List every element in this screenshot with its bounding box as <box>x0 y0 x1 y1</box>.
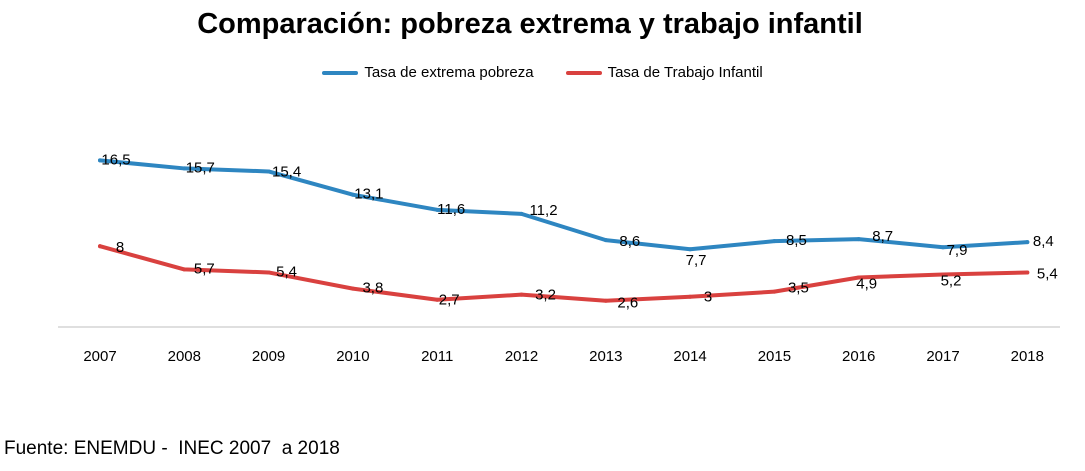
x-tick-label: 2013 <box>589 348 622 365</box>
data-label: 2,6 <box>617 295 638 312</box>
data-label: 4,9 <box>856 276 877 293</box>
data-label: 7,9 <box>947 242 968 259</box>
data-label: 8,5 <box>786 232 807 249</box>
x-tick-label: 2016 <box>842 348 875 365</box>
data-label: 3 <box>704 289 712 306</box>
source-note: Fuente: ENEMDU - INEC 2007 a 2018 <box>4 438 340 459</box>
data-point <box>519 211 524 216</box>
data-point <box>350 286 355 291</box>
legend-label: Tasa de extrema pobreza <box>364 64 534 81</box>
x-tick-label: 2011 <box>421 348 453 365</box>
data-point <box>856 275 861 280</box>
legend-swatch-red <box>565 70 602 75</box>
data-label: 15,7 <box>186 159 215 176</box>
legend-item-trabajo-infantil: Tasa de Trabajo Infantil <box>565 64 763 81</box>
x-tick-label: 2008 <box>168 348 201 365</box>
data-point <box>772 289 777 294</box>
data-point <box>856 237 861 242</box>
x-tick-label: 2007 <box>83 348 116 365</box>
legend-label: Tasa de Trabajo Infantil <box>607 64 763 81</box>
x-tick-label: 2012 <box>505 348 538 365</box>
data-point <box>98 158 102 163</box>
data-point <box>1025 240 1030 245</box>
legend-swatch-blue <box>322 70 359 75</box>
data-label: 11,6 <box>437 201 465 218</box>
data-label: 5,4 <box>1037 265 1058 282</box>
data-label: 7,7 <box>686 252 707 269</box>
data-point <box>1025 270 1030 275</box>
x-tick-label: 2009 <box>252 348 285 365</box>
data-point <box>266 169 271 174</box>
data-label: 8,7 <box>872 228 893 245</box>
data-label: 8 <box>116 239 124 256</box>
data-point <box>435 207 440 212</box>
x-tick-label: 2010 <box>336 348 369 365</box>
data-point <box>182 267 187 272</box>
data-point <box>688 294 693 299</box>
data-point <box>266 270 271 275</box>
x-tick-label: 2017 <box>926 348 959 365</box>
series-line-1 <box>98 244 1030 303</box>
data-point <box>603 238 608 243</box>
x-tick-label: 2015 <box>758 348 791 365</box>
data-point <box>603 298 608 303</box>
series-line-0 <box>98 158 1030 252</box>
data-point <box>435 297 440 302</box>
data-label: 11,2 <box>529 202 557 219</box>
data-point <box>941 272 945 277</box>
data-label: 2,7 <box>439 292 460 309</box>
data-label: 5,4 <box>276 263 297 280</box>
data-point <box>688 247 693 252</box>
data-label: 13,1 <box>354 186 383 203</box>
data-label: 15,4 <box>272 163 301 180</box>
data-label: 8,6 <box>619 233 640 250</box>
data-point <box>941 245 945 250</box>
data-point <box>519 292 524 297</box>
data-point <box>182 166 187 171</box>
chart-legend: Tasa de extrema pobreza Tasa de Trabajo … <box>0 64 1085 81</box>
data-point <box>98 244 102 249</box>
x-tick-label: 2014 <box>673 348 706 365</box>
chart-title: Comparación: pobreza extrema y trabajo i… <box>197 8 863 40</box>
x-tick-label: 2018 <box>1011 348 1044 365</box>
data-label: 3,5 <box>788 280 809 297</box>
data-point <box>350 192 355 197</box>
data-label: 3,2 <box>535 287 556 304</box>
data-label: 8,4 <box>1033 233 1054 250</box>
data-label: 3,8 <box>362 280 383 297</box>
data-label: 5,7 <box>194 260 215 277</box>
data-label: 16,5 <box>101 151 130 168</box>
data-label: 5,2 <box>941 272 962 289</box>
legend-item-extrema-pobreza: Tasa de extrema pobreza <box>322 64 534 81</box>
data-point <box>772 239 777 244</box>
